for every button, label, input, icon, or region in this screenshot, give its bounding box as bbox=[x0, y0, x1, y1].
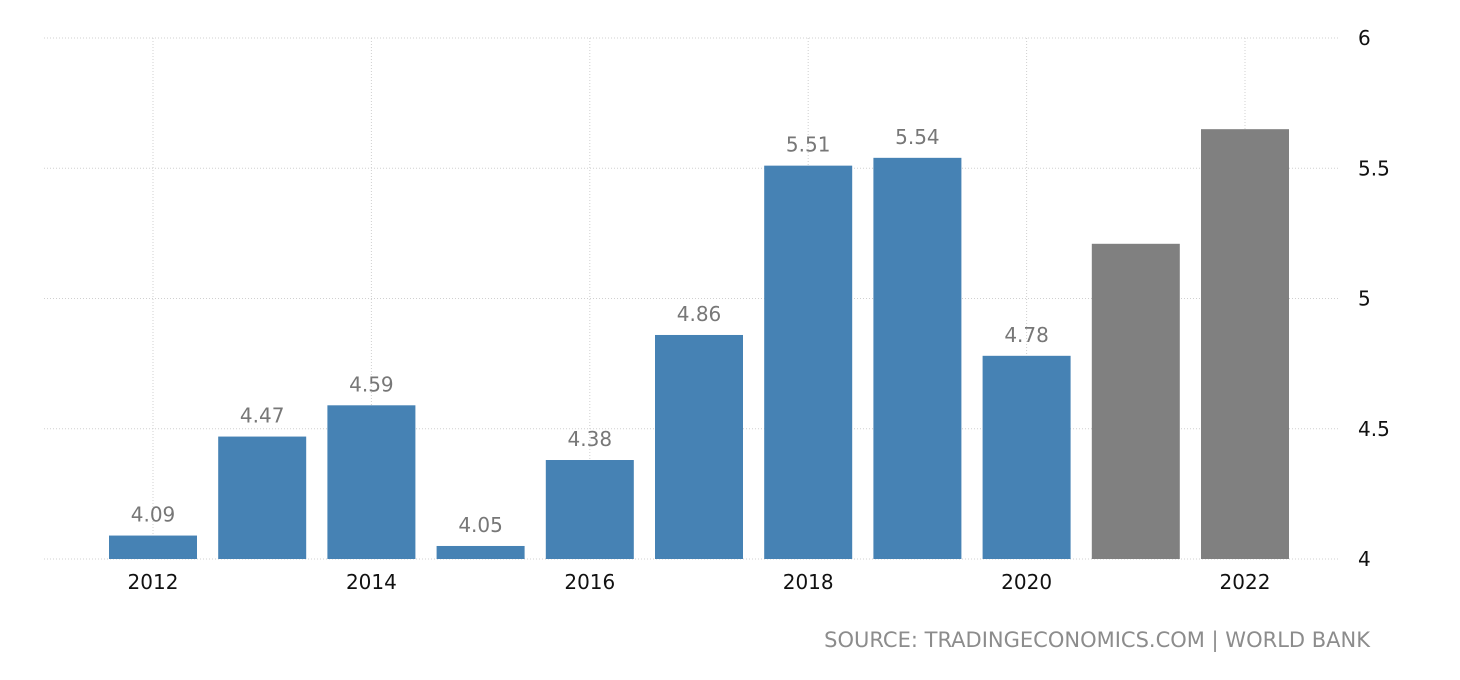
y-tick-label: 5 bbox=[1358, 287, 1371, 311]
source-note: SOURCE: TRADINGECONOMICS.COM | WORLD BAN… bbox=[824, 628, 1370, 652]
bar bbox=[327, 405, 416, 559]
bar-value-label: 4.38 bbox=[568, 427, 613, 451]
bar-value-label: 5.54 bbox=[895, 125, 940, 149]
x-tick-label: 2018 bbox=[783, 570, 834, 594]
x-tick-label: 2020 bbox=[1001, 570, 1052, 594]
x-tick-label: 2012 bbox=[128, 570, 179, 594]
bar bbox=[109, 535, 197, 559]
forecast-bar bbox=[1091, 243, 1180, 560]
bar-value-label: 5.51 bbox=[786, 133, 831, 157]
y-tick-label: 4 bbox=[1358, 547, 1371, 571]
data-labels: 4.09 4.47 4.59 4.05 4.38 4.86 5.51 5.54 4.78 bbox=[131, 125, 1049, 537]
bar-value-label: 4.05 bbox=[458, 513, 503, 537]
bar-value-label: 4.78 bbox=[1004, 323, 1049, 347]
y-axis: 4 4.5 5 5.5 6 bbox=[1358, 26, 1390, 571]
bar bbox=[982, 355, 1071, 559]
y-tick-label: 4.5 bbox=[1358, 417, 1390, 441]
bar-value-label: 4.09 bbox=[131, 503, 176, 527]
y-tick-label: 5.5 bbox=[1358, 156, 1390, 180]
bar bbox=[873, 157, 962, 559]
x-axis: 2012 2014 2016 2018 2020 2022 bbox=[128, 570, 1271, 594]
bar bbox=[764, 165, 853, 559]
x-tick-label: 2016 bbox=[564, 570, 615, 594]
bar bbox=[436, 545, 525, 559]
bars bbox=[109, 129, 1289, 560]
bar bbox=[218, 436, 307, 559]
bar-value-label: 4.59 bbox=[349, 372, 394, 396]
bar bbox=[655, 334, 743, 559]
bar-value-label: 4.86 bbox=[677, 302, 722, 326]
x-tick-label: 2022 bbox=[1220, 570, 1271, 594]
bar bbox=[545, 460, 634, 559]
x-tick-label: 2014 bbox=[346, 570, 397, 594]
y-tick-label: 6 bbox=[1358, 26, 1371, 50]
forecast-bar bbox=[1201, 129, 1289, 560]
bar-value-label: 4.47 bbox=[240, 404, 285, 428]
